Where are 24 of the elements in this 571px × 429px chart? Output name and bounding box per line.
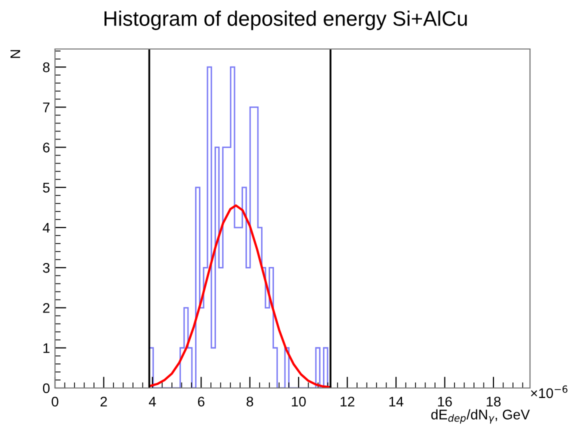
- x-tick-label: 12: [340, 396, 354, 406]
- x-tick-label: 2: [100, 396, 107, 406]
- x-tick-label: 10: [292, 396, 306, 407]
- x-tick-label: 18: [486, 396, 501, 407]
- text: ×10$^{−6}$: [530, 385, 568, 398]
- y-tick-label: 5: [42, 182, 50, 193]
- x-tick-label: 0: [52, 396, 58, 407]
- y-tick-label: 8: [43, 62, 50, 72]
- x-tick-label: 4: [148, 396, 156, 406]
- x-axis-title: dE$_{dep}$/dN$_{γ}$, GeV: [431, 409, 530, 424]
- y-tick-label: 7: [43, 102, 50, 112]
- x-tick-label: 16: [438, 396, 452, 407]
- chart-title: Histogram of deposited energy Si+AlCu: [104, 10, 467, 30]
- y-tick-label: 6: [43, 142, 50, 152]
- x-tick-label: 14: [389, 396, 404, 406]
- y-tick-label: 1: [43, 343, 50, 353]
- y-tick-label: 2: [43, 303, 50, 313]
- x-tick-label: 6: [198, 396, 204, 407]
- y-tick-label: 3: [42, 262, 50, 273]
- y-tick-label: 4: [42, 223, 50, 233]
- y-axis-title: N: [10, 50, 20, 58]
- line-series: [148, 204, 332, 388]
- x-tick-label: 8: [246, 396, 254, 407]
- y-tick-label: 0: [42, 383, 50, 394]
